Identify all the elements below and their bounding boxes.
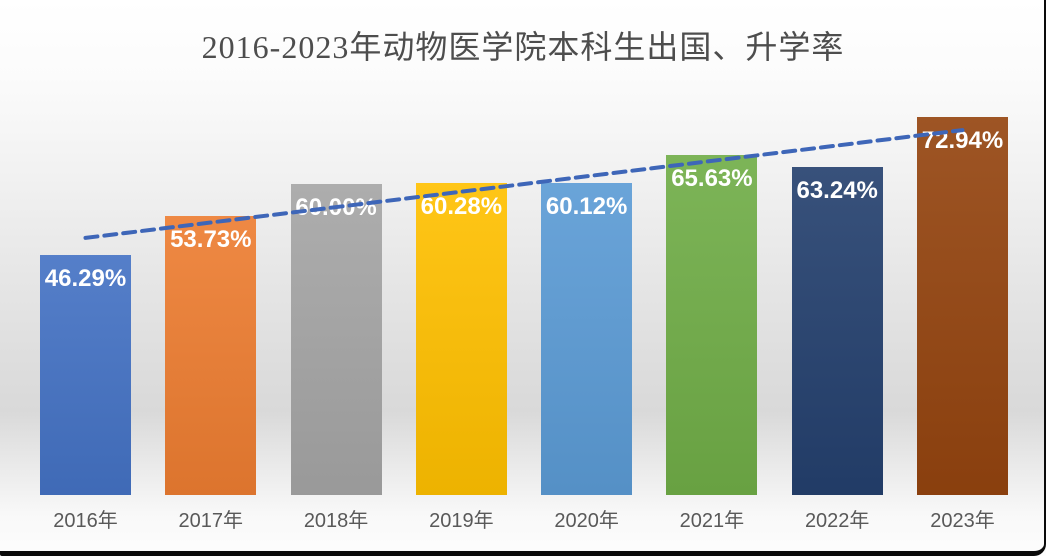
chart: 2016-2023年动物医学院本科生出国、升学率 46.29% 53.73% 60.… bbox=[0, 0, 1046, 556]
bar: 46.29% bbox=[40, 255, 131, 495]
bar-value-label: 63.24% bbox=[792, 177, 883, 205]
x-axis-label: 2019年 bbox=[416, 504, 507, 533]
bar-value-label: 46.29% bbox=[40, 265, 131, 293]
bar: 60.28% bbox=[416, 183, 507, 495]
x-axis-label: 2020年 bbox=[541, 504, 632, 533]
bar-value-label: 60.28% bbox=[416, 193, 507, 221]
x-axis-label: 2017年 bbox=[165, 504, 256, 533]
bar: 53.73% bbox=[165, 216, 256, 495]
bar-value-label: 65.63% bbox=[666, 165, 757, 193]
bar: 60.12% bbox=[541, 183, 632, 495]
x-axis-label: 2022年 bbox=[792, 504, 883, 533]
bar-value-label: 72.94% bbox=[917, 127, 1008, 155]
bar: 60.00% bbox=[291, 184, 382, 495]
bar: 72.94% bbox=[917, 117, 1008, 495]
bars-row: 46.29% 53.73% 60.00% 60.28% 60.12% 65.63% 63.2… bbox=[0, 100, 1046, 495]
bar: 63.24% bbox=[792, 167, 883, 495]
x-axis-label: 2023年 bbox=[917, 504, 1008, 533]
chart-title: 2016-2023年动物医学院本科生出国、升学率 bbox=[0, 22, 1046, 68]
bar-value-label: 53.73% bbox=[165, 226, 256, 254]
bar-value-label: 60.00% bbox=[291, 194, 382, 222]
x-axis-label: 2018年 bbox=[291, 504, 382, 533]
bar-value-label: 60.12% bbox=[541, 193, 632, 221]
xaxis-row: 2016年 2017年 2018年 2019年 2020年 2021年 2022年 2023年 bbox=[0, 504, 1046, 533]
x-axis-label: 2021年 bbox=[666, 504, 757, 533]
x-axis-label: 2016年 bbox=[40, 504, 131, 533]
bar: 65.63% bbox=[666, 155, 757, 495]
